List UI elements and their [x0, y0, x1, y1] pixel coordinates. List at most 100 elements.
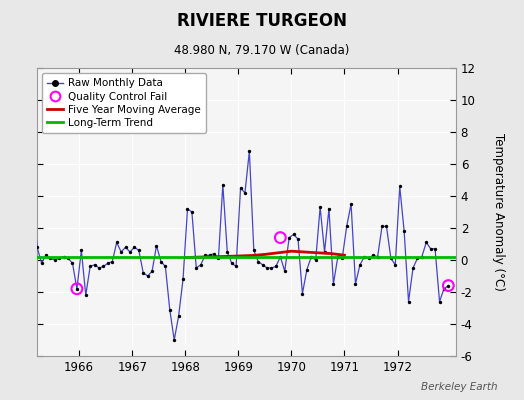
- Point: [400, 228, 408, 234]
- Point: [444, 282, 453, 289]
- Point: [126, 249, 134, 255]
- Point: [104, 260, 112, 266]
- Point: [258, 262, 267, 268]
- Point: [294, 236, 302, 242]
- Point: [33, 244, 41, 250]
- Point: [285, 234, 293, 241]
- Point: [95, 265, 103, 271]
- Point: [170, 337, 178, 343]
- Point: [245, 148, 254, 154]
- Point: [113, 239, 121, 246]
- Point: [219, 182, 227, 188]
- Point: [236, 185, 245, 191]
- Point: [427, 246, 435, 252]
- Point: [64, 255, 72, 262]
- Point: [196, 262, 205, 268]
- Point: [130, 244, 139, 250]
- Point: [205, 252, 214, 258]
- Y-axis label: Temperature Anomaly (°C): Temperature Anomaly (°C): [493, 133, 506, 291]
- Point: [166, 306, 174, 313]
- Point: [356, 262, 364, 268]
- Point: [37, 260, 46, 266]
- Point: [298, 290, 307, 297]
- Point: [55, 255, 63, 262]
- Point: [139, 270, 147, 276]
- Point: [387, 255, 395, 262]
- Point: [369, 252, 377, 258]
- Point: [311, 257, 320, 263]
- Point: [68, 260, 77, 266]
- Point: [227, 260, 236, 266]
- Point: [73, 286, 81, 292]
- Point: [307, 254, 315, 260]
- Text: 48.980 N, 79.170 W (Canada): 48.980 N, 79.170 W (Canada): [174, 44, 350, 57]
- Point: [152, 242, 161, 249]
- Point: [214, 255, 223, 262]
- Point: [351, 281, 359, 287]
- Point: [303, 266, 311, 273]
- Point: [418, 254, 426, 260]
- Point: [276, 234, 285, 241]
- Point: [391, 262, 399, 268]
- Point: [383, 223, 391, 230]
- Point: [365, 255, 373, 262]
- Point: [280, 268, 289, 274]
- Point: [329, 281, 337, 287]
- Point: [86, 263, 94, 270]
- Point: [289, 231, 298, 238]
- Point: [241, 190, 249, 196]
- Point: [28, 190, 37, 196]
- Legend: Raw Monthly Data, Quality Control Fail, Five Year Moving Average, Long-Term Tren: Raw Monthly Data, Quality Control Fail, …: [42, 73, 206, 133]
- Point: [338, 255, 346, 262]
- Point: [396, 183, 404, 190]
- Point: [192, 265, 201, 271]
- Point: [144, 273, 152, 279]
- Point: [325, 206, 333, 212]
- Point: [405, 298, 413, 305]
- Point: [24, 190, 32, 196]
- Point: [276, 254, 285, 260]
- Point: [91, 262, 99, 268]
- Point: [135, 247, 143, 254]
- Point: [272, 263, 280, 270]
- Point: [316, 204, 324, 210]
- Point: [378, 223, 386, 230]
- Point: [183, 206, 192, 212]
- Point: [347, 201, 355, 207]
- Point: [249, 247, 258, 254]
- Point: [422, 239, 430, 246]
- Point: [46, 255, 54, 262]
- Point: [174, 313, 183, 319]
- Point: [179, 276, 187, 282]
- Point: [122, 244, 130, 250]
- Point: [254, 258, 263, 265]
- Point: [210, 250, 218, 257]
- Point: [42, 252, 50, 258]
- Text: Berkeley Earth: Berkeley Earth: [421, 382, 498, 392]
- Point: [157, 258, 165, 265]
- Point: [320, 249, 329, 255]
- Point: [374, 254, 382, 260]
- Point: [334, 254, 342, 260]
- Point: [431, 246, 439, 252]
- Point: [59, 254, 68, 260]
- Point: [201, 252, 210, 258]
- Point: [117, 249, 125, 255]
- Point: [188, 209, 196, 215]
- Point: [435, 298, 444, 305]
- Point: [161, 263, 170, 270]
- Point: [444, 282, 453, 289]
- Point: [108, 258, 116, 265]
- Point: [148, 268, 156, 274]
- Point: [232, 263, 241, 270]
- Point: [267, 265, 276, 271]
- Point: [413, 255, 422, 262]
- Point: [99, 263, 107, 270]
- Point: [73, 286, 81, 292]
- Point: [51, 257, 59, 263]
- Point: [360, 254, 368, 260]
- Point: [77, 247, 85, 254]
- Point: [440, 286, 448, 292]
- Point: [263, 265, 271, 271]
- Point: [82, 292, 90, 298]
